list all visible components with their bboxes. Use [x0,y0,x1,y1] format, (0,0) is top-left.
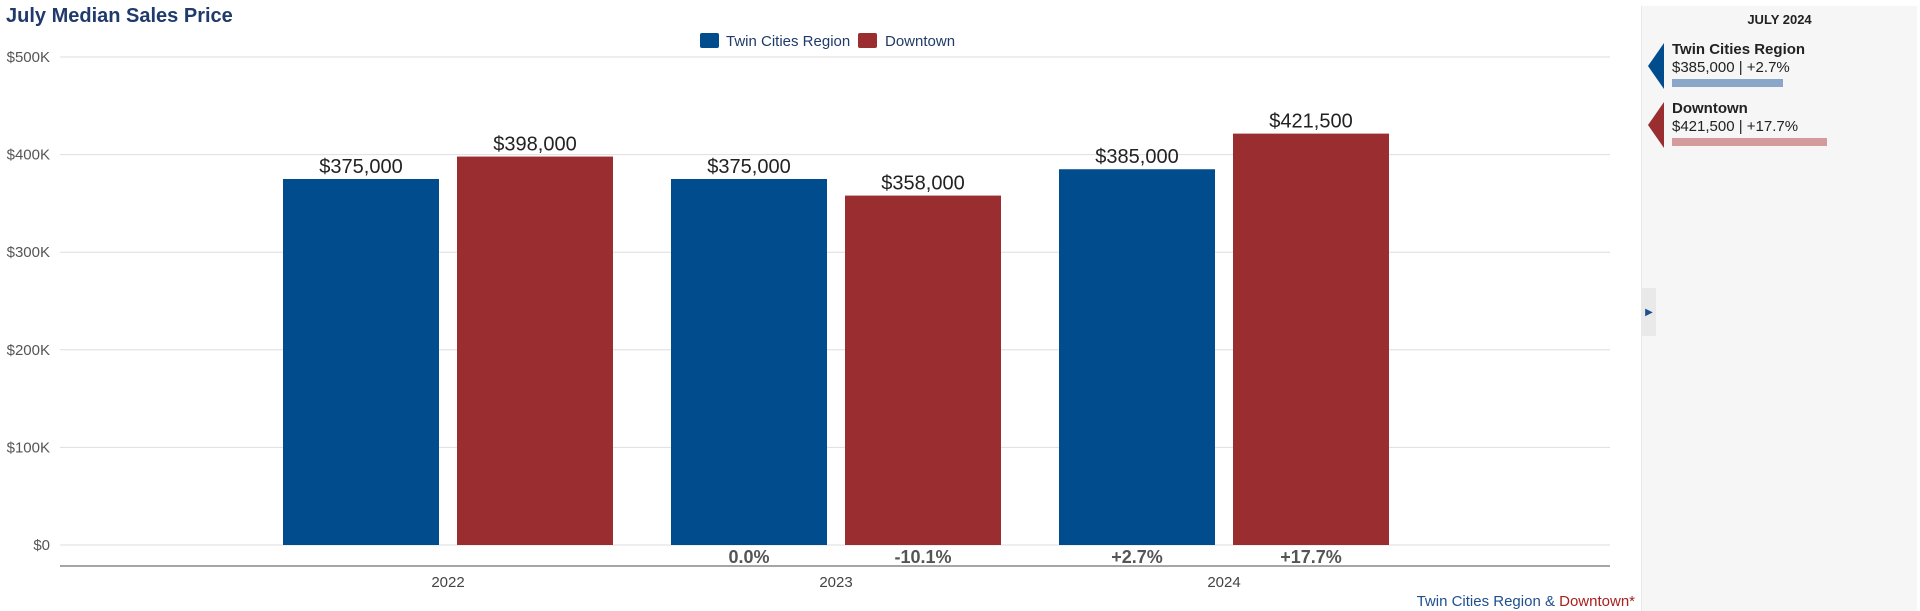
footer-amp: & [1541,593,1559,610]
entry-name: Twin Cities Region [1672,41,1806,58]
x-axis: 2022 2023 2024 [431,574,1240,591]
x-tick-label: 2022 [431,574,464,591]
side-panel: ▶ JULY 2024 Twin Cities Region $385,000 … [1641,6,1917,611]
legend-label-twin-cities[interactable]: Twin Cities Region [726,33,850,50]
entry-bar [1672,79,1783,87]
value-label: $385,000 [1095,146,1178,168]
bar-twin-cities-2024[interactable] [1059,169,1215,546]
bar-twin-cities-2022[interactable] [283,179,439,545]
caret-right-icon[interactable]: ▶ [1645,306,1653,318]
entry-bar [1672,138,1827,146]
marker-icon [1648,43,1664,89]
entry-stat: $421,500 | +17.7% [1672,118,1799,135]
marker-icon [1648,102,1664,148]
y-tick-label: $300K [7,244,50,261]
bar-twin-cities-2023[interactable] [671,179,827,545]
legend-swatch-twin-cities[interactable] [700,33,719,48]
x-tick-label: 2024 [1207,574,1240,591]
legend-swatch-downtown[interactable] [858,33,877,48]
bar-downtown-2024[interactable] [1233,133,1389,545]
legend[interactable]: Twin Cities Region Downtown [700,33,955,50]
value-label: $398,000 [493,134,576,156]
value-label: $421,500 [1269,111,1352,133]
source-footer: Twin Cities Region & Downtown* [1417,593,1636,610]
y-axis: $0 $100K $200K $300K $400K $500K [7,49,50,554]
bar-downtown-2022[interactable] [457,156,613,545]
legend-label-downtown[interactable]: Downtown [885,33,955,50]
x-tick-label: 2023 [819,574,852,591]
entry-name: Downtown [1672,100,1748,117]
entry-stat: $385,000 | +2.7% [1672,59,1790,76]
value-label: $375,000 [707,156,790,178]
panel-title: JULY 2024 [1747,12,1812,27]
y-tick-label: $100K [7,439,50,456]
y-tick-label: $0 [33,537,50,554]
y-tick-label: $500K [7,49,50,66]
value-labels: $375,000 $398,000 $375,000 0.0% $358,000 -10.… [319,111,1352,567]
change-label: 0.0% [728,547,769,567]
footer-region: Twin Cities Region [1417,593,1541,610]
change-label: +17.7% [1280,547,1342,567]
change-label: +2.7% [1111,547,1163,567]
bars [283,133,1389,546]
y-tick-label: $400K [7,147,50,164]
value-label: $375,000 [319,156,402,178]
y-tick-label: $200K [7,342,50,359]
change-label: -10.1% [894,547,951,567]
chart-title: July Median Sales Price [6,5,233,27]
collapse-tab[interactable]: ▶ [1642,288,1656,336]
chart-area: July Median Sales Price Twin Cities Regi… [6,5,1636,610]
footer-area: Downtown* [1559,593,1635,610]
value-label: $358,000 [881,173,964,195]
bar-downtown-2023[interactable] [845,195,1001,546]
